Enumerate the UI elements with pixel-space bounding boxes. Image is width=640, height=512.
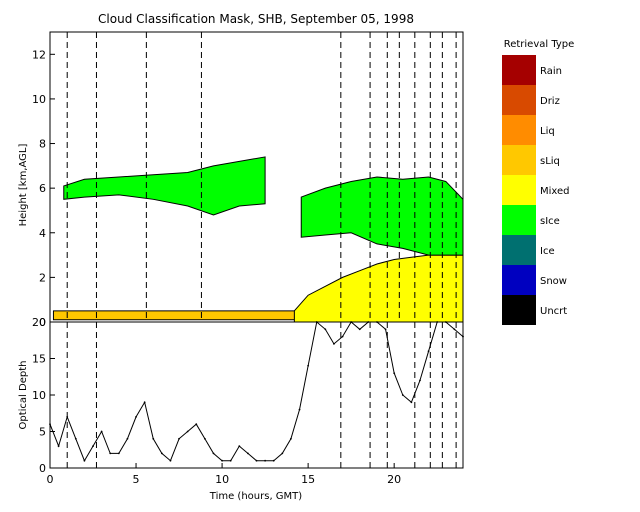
legend-label-sliq: sLiq (540, 156, 560, 167)
optical-depth-axis: 0 5 10 15 20 (32, 316, 55, 475)
optical-depth-point-8 (117, 452, 120, 455)
optical-depth-point-15 (178, 437, 180, 440)
legend-swatch-snow (502, 265, 536, 295)
optical-depth-point-12 (152, 437, 155, 440)
optical-depth-point-34 (341, 335, 344, 338)
region-sliq-0 (52, 310, 299, 321)
legend-swatch-uncrt (502, 295, 536, 325)
optical-depth-point-5 (92, 445, 94, 447)
legend-label-sice: sIce (540, 216, 560, 227)
legend-label-uncrt: Uncrt (540, 306, 567, 317)
legend-swatch-ice (502, 235, 536, 265)
optical-depth-point-44 (427, 350, 430, 353)
depth-tick-label-15: 15 (32, 353, 46, 366)
legend-swatch-rain (502, 55, 536, 85)
chart-title: Cloud Classification Mask, SHB, Septembe… (98, 12, 414, 26)
optical-depth-point-18 (203, 437, 206, 440)
bottom-event-lines (66, 322, 457, 468)
optical-depth-point-29 (298, 408, 301, 411)
legend-title: Retrieval Type (504, 39, 575, 50)
height-tick-label-2: 2 (39, 271, 46, 284)
optical-depth-point-13 (160, 452, 163, 455)
time-axis-label: Time (hours, GMT) (209, 491, 303, 502)
region-sice-2 (63, 156, 266, 216)
time-tick-label-15: 15 (301, 473, 315, 486)
optical-depth-point-14 (169, 459, 172, 462)
optical-depth-point-25 (264, 459, 267, 462)
time-tick-label-0: 0 (47, 473, 54, 486)
optical-depth-point-42 (410, 401, 413, 404)
optical-depth-point-43 (419, 379, 421, 382)
height-tick-label-4: 4 (39, 227, 46, 240)
optical-depth-point-11 (143, 401, 146, 404)
legend-label-driz: Driz (540, 96, 560, 107)
optical-depth-point-1 (57, 445, 60, 447)
optical-depth-point-39 (384, 328, 387, 331)
optical-depth-point-40 (393, 372, 396, 374)
optical-depth-point-47 (453, 328, 456, 331)
legend-swatch-sice (502, 205, 536, 235)
time-tick-label-5: 5 (133, 473, 140, 486)
optical-depth-point-26 (272, 459, 275, 462)
optical-depth-point-33 (333, 343, 335, 345)
optical-depth-point-9 (126, 437, 129, 440)
legend-label-liq: Liq (540, 126, 555, 137)
height-tick-label-10: 10 (32, 93, 46, 106)
optical-depth-point-3 (74, 437, 77, 440)
depth-tick-label-10: 10 (32, 389, 46, 402)
legend-label-mixed: Mixed (540, 186, 570, 197)
optical-depth-point-7 (109, 452, 112, 455)
time-tick-label-10: 10 (215, 473, 229, 486)
optical-depth-point-32 (324, 328, 327, 331)
depth-tick-label-0: 0 (39, 462, 46, 475)
optical-depth-point-10 (135, 416, 137, 418)
optical-depth-point-28 (290, 437, 292, 440)
optical-depth-point-36 (358, 328, 361, 331)
height-tick-label-8: 8 (39, 138, 46, 151)
legend-swatch-liq (502, 115, 536, 145)
optical-depth-axis-label: Optical Depth (18, 361, 29, 430)
legend-label-rain: Rain (540, 66, 562, 77)
legend-label-ice: Ice (540, 246, 555, 257)
legend: Rain Driz Liq sLiq Mixed sIce Ice Snow Uncrt (502, 55, 570, 325)
top-event-lines (66, 32, 457, 322)
height-axis-label: Height [km,AGL] (18, 144, 29, 227)
optical-depth-point-21 (229, 459, 232, 462)
time-axis: 0 5 10 15 20 (47, 463, 401, 486)
time-tick-label-20: 20 (387, 473, 401, 486)
optical-depth-point-27 (281, 452, 284, 455)
optical-depth-point-23 (246, 452, 249, 455)
optical-depth-point-22 (238, 445, 241, 447)
optical-depth-point-6 (100, 430, 103, 433)
height-tick-label-6: 6 (39, 182, 46, 195)
optical-depth-point-19 (212, 452, 215, 455)
legend-swatch-sliq (502, 145, 536, 175)
optical-depth-point-24 (255, 459, 258, 462)
classification-regions (52, 156, 464, 323)
height-tick-label-0: 0 (39, 316, 46, 329)
depth-tick-label-5: 5 (39, 426, 46, 439)
legend-swatch-mixed (502, 175, 536, 205)
optical-depth-point-16 (186, 430, 189, 433)
height-tick-label-12: 12 (32, 48, 46, 61)
optical-depth-point-17 (195, 423, 198, 426)
height-axis: 0 2 4 6 8 10 12 (32, 48, 55, 329)
optical-depth-point-30 (307, 364, 310, 367)
optical-depth-point-4 (83, 459, 86, 462)
legend-swatch-driz (502, 85, 536, 115)
optical-depth-point-20 (221, 459, 223, 462)
legend-label-snow: Snow (540, 276, 567, 287)
optical-depth-point-41 (401, 394, 404, 396)
depth-tick-label-20: 20 (32, 316, 46, 329)
